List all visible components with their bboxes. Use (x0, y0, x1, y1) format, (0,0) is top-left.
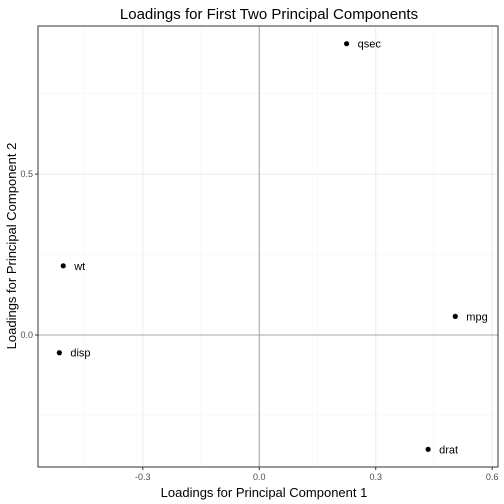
panel-border (37, 25, 499, 468)
data-point-wt (60, 263, 66, 269)
reference-lines (38, 26, 498, 467)
point-label-wt: wt (73, 261, 85, 273)
y-axis-title: Loadings for Principal Component 2 (4, 143, 19, 350)
y-tick-label: 0.0 (20, 330, 33, 340)
y-tick-label: 0.5 (20, 169, 33, 179)
data-point-drat (425, 446, 431, 452)
chart-title: Loadings for First Two Principal Compone… (120, 6, 418, 23)
point-label-mpg: mpg (466, 311, 487, 323)
x-tick-label: 0.0 (253, 472, 266, 482)
point-label-disp: disp (70, 348, 90, 360)
x-tick-label: 0.6 (486, 472, 499, 482)
point-labels: qsec wt mpg disp drat (70, 39, 487, 457)
data-point-qsec (344, 41, 350, 47)
axis-ticks: -0.3 0.0 0.3 0.6 0.0 0.5 (20, 169, 498, 482)
grid-lines (38, 26, 498, 467)
x-axis-title: Loadings for Principal Component 1 (161, 485, 368, 500)
x-tick-label: 0.3 (369, 472, 382, 482)
data-points (56, 41, 458, 452)
data-point-mpg (452, 313, 458, 319)
point-label-drat: drat (439, 444, 458, 456)
x-tick-label: -0.3 (135, 472, 151, 482)
point-label-qsec: qsec (358, 39, 382, 51)
data-point-disp (56, 350, 62, 356)
